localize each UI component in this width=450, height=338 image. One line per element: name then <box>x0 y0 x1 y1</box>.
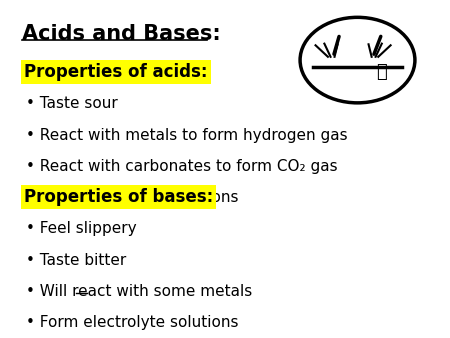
Text: ✊: ✊ <box>376 63 387 80</box>
Text: • Taste sour: • Taste sour <box>26 96 118 111</box>
Text: • Form electrolyte solutions: • Form electrolyte solutions <box>26 315 239 330</box>
Text: • React with carbonates to form CO₂ gas: • React with carbonates to form CO₂ gas <box>26 159 338 174</box>
Text: Acids and Bases:: Acids and Bases: <box>22 24 220 44</box>
Text: • Feel slippery: • Feel slippery <box>26 221 137 236</box>
Text: • Taste bitter: • Taste bitter <box>26 252 126 268</box>
Text: Properties of bases:: Properties of bases: <box>24 188 213 207</box>
Text: • React with metals to form hydrogen gas: • React with metals to form hydrogen gas <box>26 127 348 143</box>
Text: • Will react with some metals: • Will react with some metals <box>26 284 252 299</box>
Text: • Form electrolyte solutions: • Form electrolyte solutions <box>26 190 239 205</box>
Text: Properties of acids:: Properties of acids: <box>24 64 207 81</box>
